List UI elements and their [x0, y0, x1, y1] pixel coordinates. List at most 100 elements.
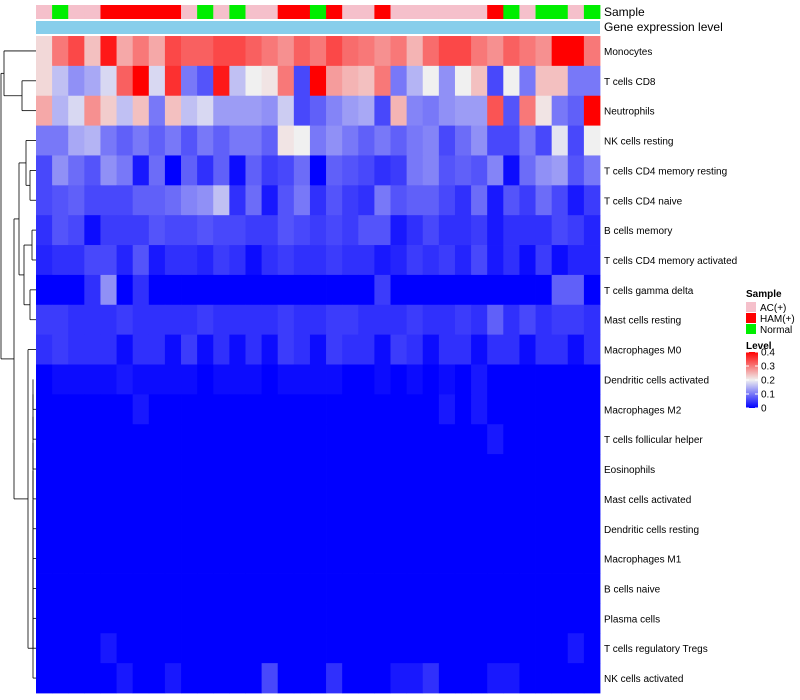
heatmap-cell — [358, 424, 375, 455]
heatmap-cell — [229, 304, 246, 336]
heatmap-cell — [229, 483, 246, 515]
heatmap-cell — [293, 603, 311, 634]
heatmap-cell — [519, 215, 536, 246]
heatmap-cell — [293, 36, 311, 67]
heatmap-cell — [422, 513, 440, 545]
heatmap-cell — [261, 245, 279, 276]
heatmap-cell — [358, 543, 375, 574]
row-label: Dendritic cells resting — [604, 525, 699, 536]
heatmap-cell — [84, 215, 101, 246]
heatmap-cell — [277, 36, 295, 67]
row-label: B cells naive — [604, 585, 661, 596]
heatmap-cell — [535, 304, 553, 336]
heatmap-cell — [293, 245, 311, 276]
heatmap-cell — [406, 95, 424, 126]
heatmap-cell — [261, 513, 279, 545]
heatmap-cell — [116, 274, 134, 306]
heatmap-cell — [374, 334, 391, 365]
heatmap-cell — [583, 543, 601, 574]
heatmap-cell — [535, 334, 553, 365]
heatmap-cell — [245, 454, 262, 485]
heatmap-cell — [422, 424, 440, 455]
heatmap-cell — [68, 65, 85, 97]
heatmap-cell — [213, 304, 230, 336]
heatmap-cell — [519, 454, 536, 485]
heatmap-cell — [245, 364, 262, 395]
heatmap-cell — [342, 125, 359, 156]
heatmap-cell — [503, 334, 520, 365]
heatmap-cell — [52, 95, 69, 126]
heatmap-cell — [116, 513, 134, 545]
heatmap-cell — [229, 454, 246, 485]
heatmap-cell — [148, 454, 166, 485]
heatmap-cell — [197, 454, 214, 485]
heatmap-cell — [132, 334, 150, 365]
heatmap-cell — [52, 245, 69, 276]
heatmap-cell — [535, 394, 553, 425]
sample-annotation-cell — [551, 5, 569, 19]
heatmap-cell — [406, 245, 424, 276]
heatmap-cell — [52, 603, 69, 634]
heatmap-cell — [261, 603, 279, 634]
heatmap-cell — [374, 364, 391, 395]
sample-annotation-cell — [535, 5, 553, 19]
heatmap-cell — [84, 663, 101, 694]
heatmap-cell — [261, 334, 279, 365]
heatmap-cell — [583, 364, 601, 395]
sample-annotation-cell — [229, 5, 246, 19]
heatmap-cell — [422, 95, 440, 126]
heatmap-cell — [181, 245, 198, 276]
heatmap-cell — [116, 573, 134, 604]
heatmap-cell — [132, 424, 150, 455]
heatmap-cell — [36, 513, 53, 545]
heatmap-cell — [116, 185, 134, 216]
heatmap-cell — [164, 573, 182, 604]
heatmap-cell — [52, 304, 69, 336]
heatmap-cell — [181, 334, 198, 365]
heatmap-cell — [164, 513, 182, 545]
heatmap-cell — [197, 663, 214, 694]
heatmap-cell — [84, 573, 101, 604]
heatmap-cell — [309, 65, 327, 97]
heatmap-cell — [390, 603, 408, 634]
heatmap-cell — [519, 424, 536, 455]
heatmap-cell — [148, 573, 166, 604]
heatmap-cell — [148, 543, 166, 574]
heatmap-cell — [406, 274, 424, 306]
heatmap-cell — [213, 663, 230, 694]
heatmap-cell — [374, 633, 391, 664]
heatmap-cell — [52, 274, 69, 306]
heatmap-cell — [197, 424, 214, 455]
heatmap-cell — [503, 513, 520, 545]
heatmap-cell — [406, 65, 424, 97]
heatmap-cell — [454, 364, 472, 395]
heatmap-cell — [197, 65, 214, 97]
heatmap-cell — [164, 394, 182, 425]
heatmap-cell — [471, 36, 488, 67]
heatmap-cell — [374, 394, 391, 425]
sample-annotation-cell — [293, 5, 311, 19]
heatmap-cell — [583, 36, 601, 67]
heatmap-cell — [326, 573, 343, 604]
row-label: T cells gamma delta — [604, 286, 694, 297]
heatmap-cell — [68, 274, 85, 306]
heatmap-cell — [277, 334, 295, 365]
heatmap-cell — [116, 36, 134, 67]
heatmap-cell — [342, 185, 359, 216]
heatmap-cell — [309, 364, 327, 395]
heatmap-cell — [164, 543, 182, 574]
heatmap-cell — [519, 36, 536, 67]
heatmap-cell — [148, 663, 166, 694]
heatmap-cell — [342, 603, 359, 634]
heatmap-cell — [148, 36, 166, 67]
heatmap-cell — [326, 215, 343, 246]
heatmap-cell — [326, 334, 343, 365]
heatmap-cell — [293, 334, 311, 365]
heatmap-cell — [309, 274, 327, 306]
sample-track-label: Sample — [604, 5, 645, 19]
heatmap-cell — [519, 543, 536, 574]
heatmap-cell — [181, 603, 198, 634]
heatmap-cell — [309, 304, 327, 336]
heatmap-cell — [438, 65, 456, 97]
heatmap-cell — [471, 155, 488, 186]
